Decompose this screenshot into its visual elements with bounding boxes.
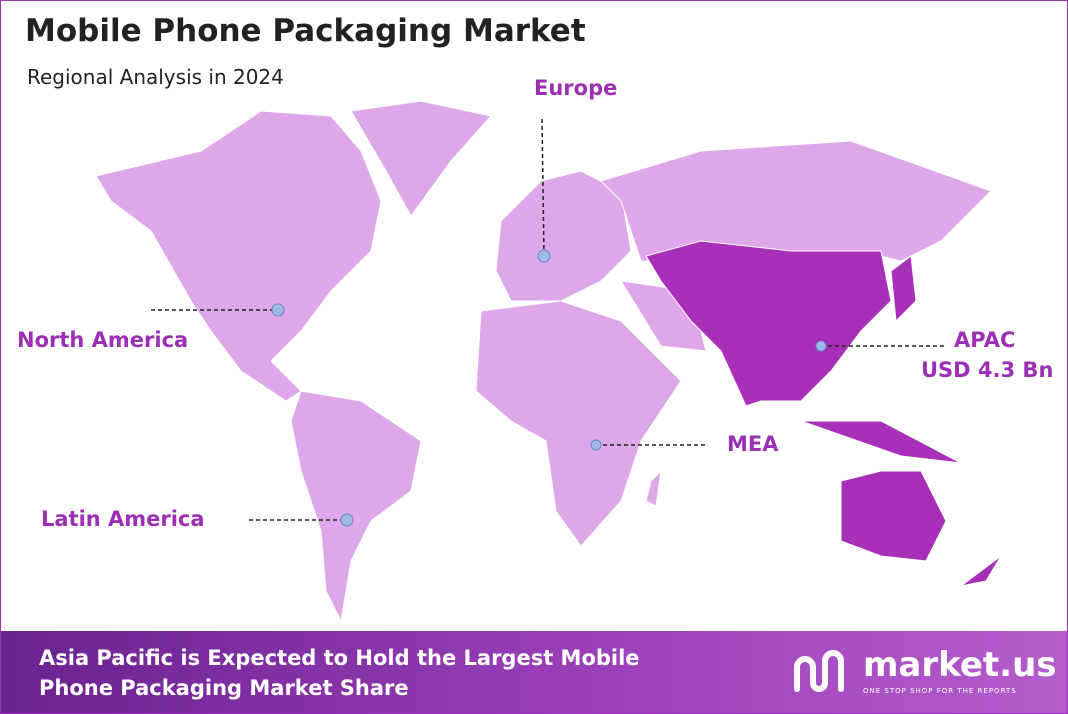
marker bbox=[537, 249, 551, 263]
region-label: Latin America bbox=[41, 507, 205, 531]
marker bbox=[340, 513, 354, 527]
madagascar bbox=[645, 469, 662, 507]
title: Mobile Phone Packaging Market bbox=[25, 13, 586, 49]
leader-line bbox=[541, 118, 545, 257]
region-label: MEA bbox=[727, 432, 779, 456]
australia bbox=[840, 470, 947, 562]
north-america bbox=[95, 110, 382, 402]
footer: Asia Pacific is Expected to Hold the Lar… bbox=[1, 631, 1067, 713]
region-label: APAC bbox=[954, 328, 1016, 352]
marker bbox=[815, 340, 827, 352]
world-map bbox=[95, 100, 1002, 623]
new-zealand bbox=[960, 555, 1002, 587]
asia-pacific bbox=[645, 240, 892, 407]
africa bbox=[475, 300, 682, 547]
logo-icon bbox=[794, 650, 844, 692]
marker bbox=[271, 303, 285, 317]
logo-tagline: ONE STOP SHOP FOR THE REPORTS bbox=[863, 687, 1017, 695]
greenland bbox=[350, 100, 492, 217]
indonesia bbox=[800, 420, 962, 464]
japan bbox=[890, 255, 917, 323]
subtitle: Regional Analysis in 2024 bbox=[27, 65, 284, 89]
logo-text: market.us bbox=[863, 645, 1057, 685]
region-label: Europe bbox=[534, 76, 618, 100]
south-america bbox=[290, 390, 422, 623]
europe bbox=[495, 170, 632, 302]
region-label: North America bbox=[17, 328, 189, 352]
russia bbox=[600, 140, 992, 262]
region-value: USD 4.3 Bn bbox=[921, 358, 1054, 382]
marker bbox=[590, 439, 602, 451]
footer-text: Asia Pacific is Expected to Hold the Lar… bbox=[39, 646, 640, 700]
